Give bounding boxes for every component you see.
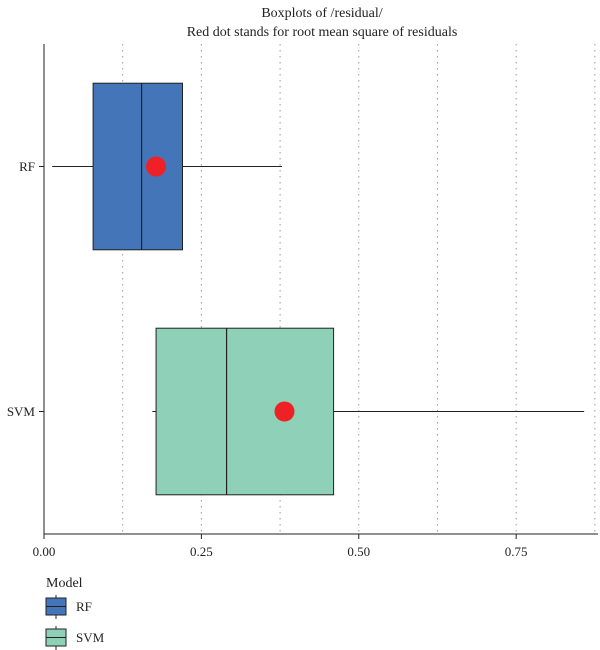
legend-item-rf: RF	[45, 595, 92, 619]
legend-label: SVM	[76, 630, 105, 645]
axes	[43, 44, 598, 535]
x-tick-label: 0.00	[33, 544, 56, 559]
y-tick-label: SVM	[7, 404, 36, 419]
x-tick-label: 0.50	[347, 544, 370, 559]
x-tick-label: 0.75	[505, 544, 528, 559]
y-category-labels: RF SVM	[7, 159, 44, 419]
x-tick-label: 0.25	[190, 544, 213, 559]
box-body	[92, 82, 183, 251]
box-rf	[52, 82, 282, 251]
box-svm	[152, 327, 585, 496]
y-tick-label: RF	[19, 159, 35, 174]
x-ticks: 0.00 0.25 0.50 0.75	[33, 534, 528, 559]
legend: Model RF SVM	[45, 576, 105, 650]
legend-title: Model	[46, 576, 83, 591]
boxes	[52, 82, 585, 496]
rms-dot	[146, 156, 167, 177]
chart-title: Boxplots of /residual/	[261, 6, 382, 21]
legend-item-svm: SVM	[45, 626, 105, 650]
legend-label: RF	[76, 599, 92, 614]
rms-dot	[274, 401, 295, 422]
box-body	[155, 327, 335, 496]
chart-subtitle: Red dot stands for root mean square of r…	[187, 25, 458, 40]
